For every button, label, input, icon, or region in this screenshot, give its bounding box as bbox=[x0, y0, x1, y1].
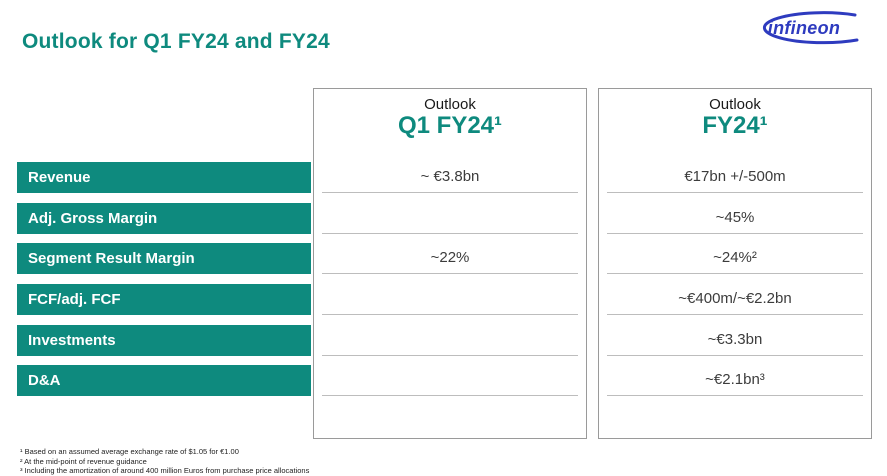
row-label-da: D&A bbox=[17, 365, 311, 396]
infineon-logo-arc bbox=[762, 11, 859, 45]
footnote-3: ³ Including the amortization of around 4… bbox=[20, 466, 310, 475]
infineon-logo-text: infineon bbox=[767, 18, 841, 38]
infineon-logo: infineon bbox=[743, 8, 871, 48]
fy24-column-header-pre: Outlook bbox=[709, 96, 761, 113]
q1-column-header-title: Q1 FY24¹ bbox=[397, 112, 503, 139]
row-label-fcf: FCF/adj. FCF bbox=[17, 284, 311, 315]
value-fy24-adj-gross-margin: ~45% bbox=[607, 203, 863, 234]
footnotes: ¹ Based on an assumed average exchange r… bbox=[20, 447, 309, 476]
value-q1-segment-result-margin: ~22% bbox=[322, 243, 578, 274]
footnote-1: ¹ Based on an assumed average exchange r… bbox=[20, 447, 239, 456]
value-q1-da bbox=[322, 365, 578, 396]
row-label-segment-result-margin: Segment Result Margin bbox=[17, 243, 311, 274]
value-fy24-fcf: ~€400m/~€2.2bn bbox=[607, 284, 863, 315]
q1-column-header-pre: Outlook bbox=[424, 96, 476, 113]
value-fy24-segment-result-margin: ~24%² bbox=[607, 243, 863, 274]
row-label-investments: Investments bbox=[17, 325, 311, 356]
outlook-q1-box bbox=[313, 88, 587, 439]
value-fy24-revenue: €17bn +/-500m bbox=[607, 162, 863, 193]
row-label-revenue: Revenue bbox=[17, 162, 311, 193]
page-title: Outlook for Q1 FY24 and FY24 bbox=[22, 30, 330, 53]
value-q1-investments bbox=[322, 325, 578, 356]
value-fy24-investments: ~€3.3bn bbox=[607, 325, 863, 356]
fy24-column-header-title: FY24¹ bbox=[702, 112, 768, 139]
value-q1-fcf bbox=[322, 284, 578, 315]
footnote-2: ² At the mid-point of revenue guidance bbox=[20, 456, 147, 466]
row-label-adj-gross-margin: Adj. Gross Margin bbox=[17, 203, 311, 234]
outlook-fy24-box bbox=[598, 88, 872, 439]
value-fy24-da: ~€2.1bn³ bbox=[607, 365, 863, 396]
value-q1-adj-gross-margin bbox=[322, 203, 578, 234]
value-q1-revenue: ~ €3.8bn bbox=[322, 162, 578, 193]
